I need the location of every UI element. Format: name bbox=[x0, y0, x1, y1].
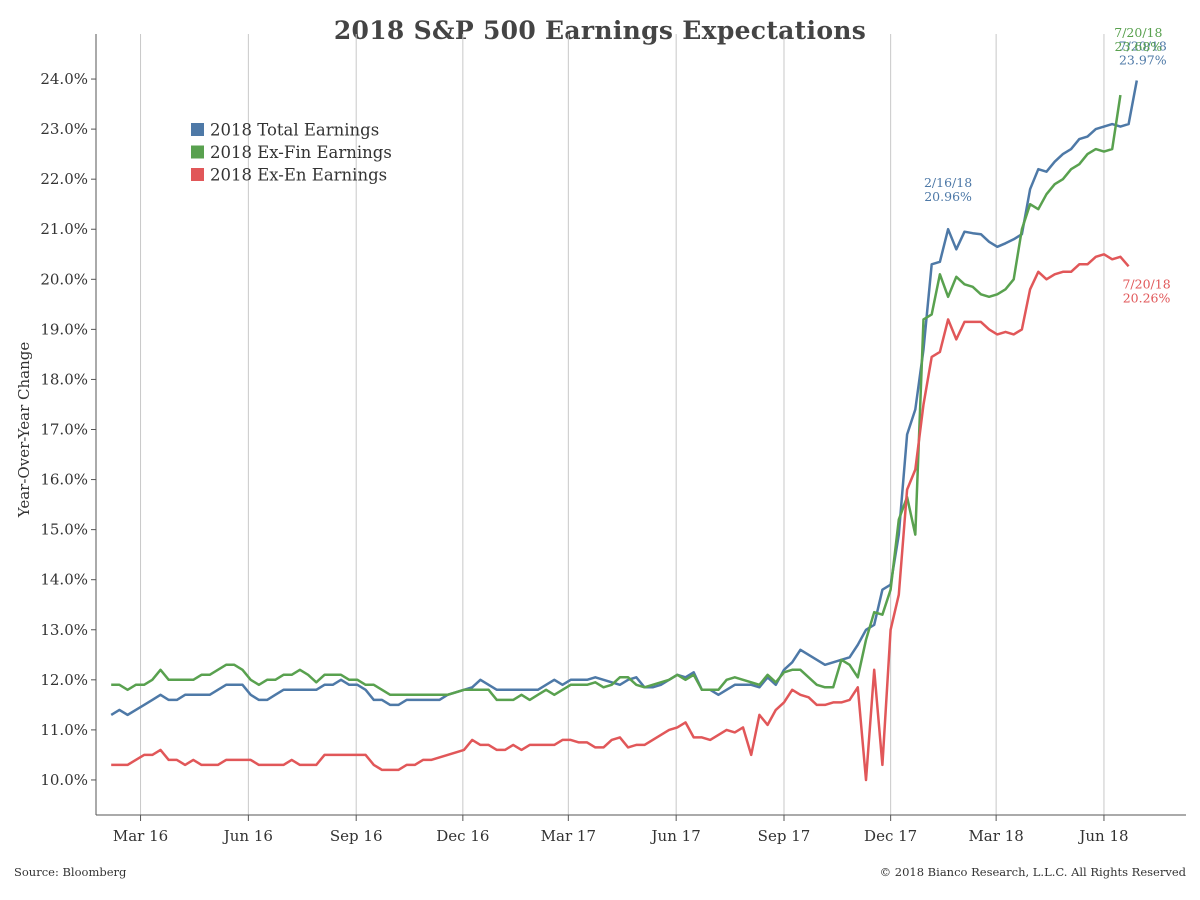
x-tick-label: Dec 17 bbox=[864, 827, 917, 845]
annotation-date: 7/20/18 bbox=[1122, 276, 1170, 291]
x-tick-label: Jun 17 bbox=[650, 827, 701, 845]
annotation-value: 23.68% bbox=[1115, 39, 1163, 54]
x-tick-label: Mar 17 bbox=[541, 827, 596, 845]
legend-label: 2018 Total Earnings bbox=[210, 121, 379, 140]
y-tick-label: 10.0% bbox=[40, 771, 88, 789]
y-tick-label: 16.0% bbox=[40, 471, 88, 489]
x-tick-label: Mar 18 bbox=[968, 827, 1023, 845]
y-tick-label: 13.0% bbox=[40, 621, 88, 639]
series-line-total bbox=[110, 80, 1139, 717]
annotation-value: 23.97% bbox=[1119, 53, 1167, 68]
series-lines bbox=[110, 80, 1139, 782]
x-tick-label: Dec 16 bbox=[436, 827, 489, 845]
gridlines bbox=[140, 34, 1105, 815]
legend-swatch bbox=[191, 168, 204, 181]
y-tick-label: 21.0% bbox=[40, 220, 88, 238]
y-tick-label: 11.0% bbox=[40, 721, 88, 739]
y-tick-label: 18.0% bbox=[40, 370, 88, 388]
annotations: 2/16/1820.96%7/20/1823.97%7/20/1823.68%7… bbox=[924, 25, 1171, 305]
y-tick-label: 19.0% bbox=[40, 320, 88, 338]
annotation-value: 20.96% bbox=[924, 189, 972, 204]
legend-swatch bbox=[191, 145, 204, 159]
y-tick-label: 22.0% bbox=[40, 170, 88, 188]
annotation-value: 20.26% bbox=[1123, 290, 1171, 305]
annotation-date: 7/20/18 bbox=[1119, 39, 1167, 54]
y-tick-label: 12.0% bbox=[40, 671, 88, 689]
annotation-date: 2/16/18 bbox=[924, 175, 972, 190]
legend-label: 2018 Ex-En Earnings bbox=[210, 166, 387, 185]
y-tick-label: 15.0% bbox=[40, 521, 88, 539]
x-tick-label: Jun 16 bbox=[222, 827, 273, 845]
y-tick-label: 23.0% bbox=[40, 120, 88, 138]
legend: 2018 Total Earnings 2018 Ex-Fin Earnings 2… bbox=[191, 121, 392, 185]
footer-source: Source: Bloomberg bbox=[14, 865, 127, 879]
y-axis-label: Year-Over-Year Change bbox=[15, 342, 33, 519]
x-tick-label: Sep 16 bbox=[330, 827, 383, 845]
axes: Mar 16 Jun 16 Sep 16 Dec 16 Mar 17 Jun 17 Sep … bbox=[15, 34, 1186, 845]
annotation-date: 7/20/18 bbox=[1114, 25, 1162, 40]
footer-copyright: © 2018 Bianco Research, L.L.C. All Right… bbox=[879, 865, 1186, 879]
y-tick-label: 20.0% bbox=[40, 270, 88, 288]
legend-swatch bbox=[191, 123, 204, 136]
series-line-ex-fin bbox=[111, 94, 1122, 702]
x-tick-label: Jun 18 bbox=[1077, 827, 1128, 845]
x-tick-label: Sep 17 bbox=[758, 827, 811, 845]
chart-title: 2018 S&P 500 Earnings Expectations bbox=[333, 16, 867, 45]
y-tick-label: 24.0% bbox=[40, 70, 88, 88]
x-tick-label: Mar 16 bbox=[113, 827, 168, 845]
legend-label: 2018 Ex-Fin Earnings bbox=[210, 143, 392, 162]
y-tick-label: 17.0% bbox=[40, 421, 88, 439]
series-line-ex-en bbox=[111, 253, 1130, 782]
y-tick-label: 14.0% bbox=[40, 571, 88, 589]
